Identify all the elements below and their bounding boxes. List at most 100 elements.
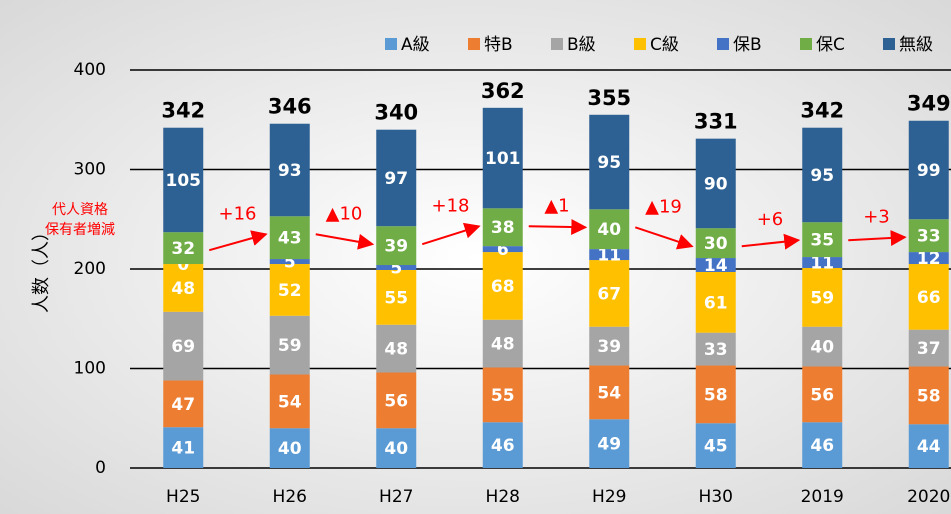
data-label: 59: [810, 288, 834, 308]
data-label: 38: [491, 218, 515, 238]
change-label: ▲19: [645, 196, 682, 217]
y-tick-label: 400: [74, 60, 106, 80]
bar-segment: [376, 265, 417, 270]
bar-segment: [482, 422, 523, 468]
bar-segment: [163, 264, 204, 312]
data-label: 32: [171, 239, 195, 259]
data-label: 54: [278, 392, 302, 412]
y-tick-label: 0: [95, 458, 106, 478]
bar-segment: [482, 208, 523, 247]
total-label: 346: [268, 95, 312, 119]
bar-segment: [589, 260, 630, 327]
bar-segment: [482, 107, 523, 209]
data-label: 43: [278, 229, 302, 249]
legend-label: 無級: [899, 35, 933, 55]
data-label: 105: [166, 171, 202, 191]
bar-segment: [695, 271, 736, 333]
legend-swatch: [717, 38, 729, 50]
change-label: +18: [432, 195, 470, 216]
data-label: 69: [171, 337, 195, 357]
change-arrow: [634, 226, 694, 250]
change-arrow: [208, 230, 268, 252]
data-label: 49: [597, 435, 621, 455]
data-label: 54: [597, 383, 621, 403]
x-tick-label: H26: [273, 487, 307, 507]
legend-swatch: [634, 38, 646, 50]
data-label: 40: [810, 338, 834, 358]
bar-segment: [269, 264, 310, 316]
bar-segment: [695, 138, 736, 229]
data-label: 48: [384, 340, 408, 360]
bar-segment: [908, 219, 949, 253]
bar-segment: [695, 332, 736, 366]
data-label: 45: [704, 437, 728, 457]
data-label: 5: [390, 259, 402, 279]
bar-segment: [376, 226, 417, 266]
bar-segment: [269, 315, 310, 375]
bar-segment: [163, 127, 204, 233]
bar-segment: [908, 329, 949, 367]
data-label: 99: [917, 161, 941, 181]
data-label: 95: [597, 153, 621, 173]
bar-segment: [802, 257, 843, 269]
data-label: 35: [810, 231, 834, 251]
bar-segment: [163, 427, 204, 468]
bar-segment: [908, 264, 949, 330]
bar-segment: [376, 129, 417, 227]
bar-segment: [482, 367, 523, 423]
y-tick-label: 300: [74, 160, 106, 180]
legend-label: A級: [401, 35, 430, 55]
data-label: 40: [384, 439, 408, 459]
bar-segment: [269, 428, 310, 468]
bar-segment: [802, 222, 843, 258]
data-label: 68: [491, 277, 515, 297]
data-label: 55: [384, 288, 408, 308]
data-label: 48: [491, 335, 515, 355]
data-label: 33: [704, 340, 728, 360]
x-tick-label: H28: [486, 487, 520, 507]
bar-segment: [589, 326, 630, 366]
total-label: 340: [374, 101, 418, 125]
bar-segment: [695, 365, 736, 424]
bar-segment: [908, 120, 949, 220]
total-label: 349: [907, 92, 951, 116]
bar-segment: [482, 319, 523, 368]
x-tick-label: H27: [379, 487, 413, 507]
legend-label: B級: [567, 35, 596, 55]
data-label: 93: [278, 161, 302, 181]
data-label: 90: [704, 174, 728, 194]
legend-label: 特B: [484, 35, 513, 55]
change-label: ▲1: [544, 195, 569, 216]
data-label: 52: [278, 281, 302, 301]
legend-swatch: [800, 38, 812, 50]
bar-segment: [589, 249, 630, 261]
data-label: 101: [485, 149, 521, 169]
annotation: 保有者増減: [45, 221, 115, 238]
bar-segment: [269, 374, 310, 429]
x-tick-label: H25: [166, 487, 200, 507]
bar-segment: [269, 216, 310, 260]
bar-segment: [376, 372, 417, 429]
change-label: +6: [757, 209, 784, 230]
data-label: 95: [810, 166, 834, 186]
data-label: 40: [278, 439, 302, 459]
bar-segment: [695, 423, 736, 468]
data-label: 41: [171, 439, 195, 459]
legend-swatch: [883, 38, 895, 50]
data-label: 12: [917, 249, 941, 269]
change-arrow: [528, 219, 588, 236]
total-label: 342: [800, 99, 844, 123]
data-label: 66: [917, 288, 941, 308]
bar-segment: [695, 228, 736, 259]
data-label: 11: [810, 254, 834, 274]
data-label: 6: [497, 240, 509, 260]
bar-segment: [482, 246, 523, 253]
change-label: +16: [219, 203, 257, 224]
change-arrow: [848, 229, 907, 246]
data-label: 55: [491, 386, 515, 406]
bar-segment: [908, 366, 949, 425]
bar-segment: [695, 258, 736, 272]
bar-segment: [802, 268, 843, 327]
